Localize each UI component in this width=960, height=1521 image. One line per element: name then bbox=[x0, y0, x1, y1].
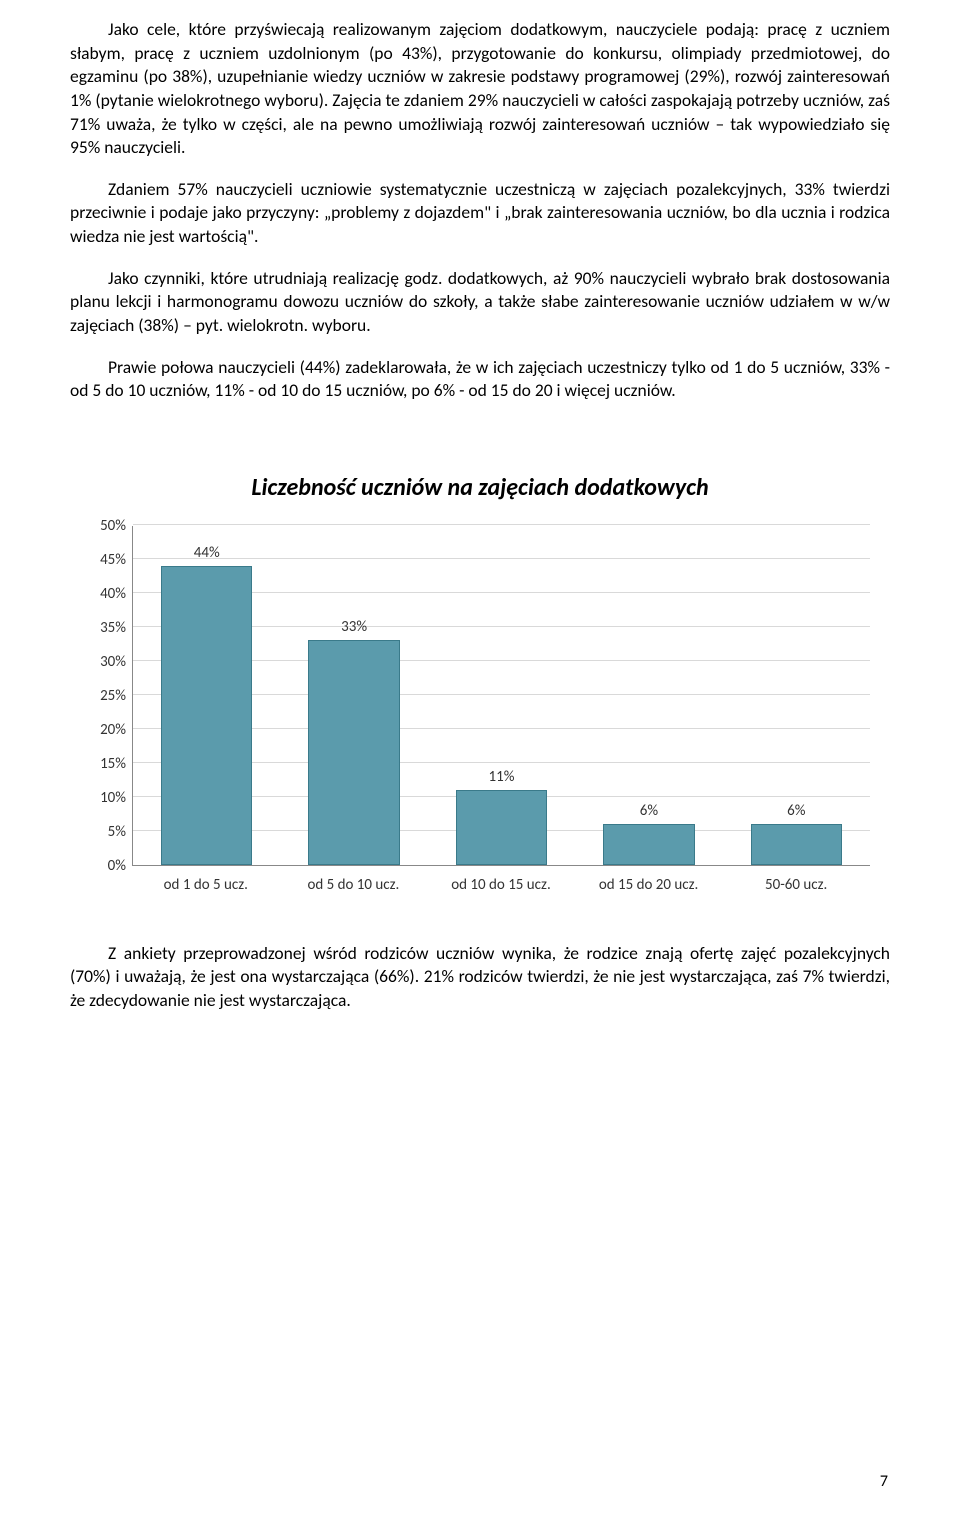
chart-bar-cell: 44% bbox=[133, 526, 280, 865]
chart-x-tick-label: od 1 do 5 ucz. bbox=[132, 870, 280, 906]
chart-bar bbox=[751, 824, 842, 865]
chart-y-tick-label: 20% bbox=[80, 721, 126, 739]
chart-x-tick-label: od 15 do 20 ucz. bbox=[575, 870, 723, 906]
chart-y-tick-label: 35% bbox=[80, 619, 126, 637]
document-page: Jako cele, które przyświecają realizowan… bbox=[0, 0, 960, 1013]
bar-chart: 44%33%11%6%6%0%5%10%15%20%25%30%35%40%45… bbox=[80, 526, 880, 906]
chart-y-tick-label: 25% bbox=[80, 687, 126, 705]
chart-x-tick-label: od 10 do 15 ucz. bbox=[427, 870, 575, 906]
chart-y-tick-label: 45% bbox=[80, 551, 126, 569]
chart-bar-cell: 6% bbox=[723, 526, 870, 865]
paragraph-4: Prawie połowa nauczycieli (44%) zadeklar… bbox=[70, 356, 890, 403]
chart-y-tick-label: 40% bbox=[80, 585, 126, 603]
paragraph-3: Jako czynniki, które utrudniają realizac… bbox=[70, 267, 890, 338]
chart-bar-value: 11% bbox=[428, 768, 575, 786]
chart-bar-value: 33% bbox=[280, 618, 427, 636]
chart-bar-value: 44% bbox=[133, 544, 280, 562]
page-number: 7 bbox=[880, 1472, 888, 1491]
paragraph-1: Jako cele, które przyświecają realizowan… bbox=[70, 18, 890, 160]
chart-bar bbox=[603, 824, 694, 865]
chart-y-tick-label: 50% bbox=[80, 517, 126, 535]
chart-bar-value: 6% bbox=[723, 802, 870, 820]
chart-bar bbox=[456, 790, 547, 865]
chart-y-tick-label: 0% bbox=[80, 857, 126, 875]
chart-y-tick-label: 5% bbox=[80, 823, 126, 841]
chart-bar bbox=[161, 566, 252, 865]
chart-bar bbox=[308, 640, 399, 864]
chart-x-tick-label: 50-60 ucz. bbox=[722, 870, 870, 906]
paragraph-5: Z ankiety przeprowadzonej wśród rodziców… bbox=[70, 942, 890, 1013]
chart-y-tick-label: 10% bbox=[80, 789, 126, 807]
chart-bar-cell: 11% bbox=[428, 526, 575, 865]
chart-bar-cell: 33% bbox=[280, 526, 427, 865]
chart-bar-cell: 6% bbox=[575, 526, 722, 865]
chart-bar-value: 6% bbox=[575, 802, 722, 820]
chart-y-tick-label: 15% bbox=[80, 755, 126, 773]
paragraph-2: Zdaniem 57% nauczycieli uczniowie system… bbox=[70, 178, 890, 249]
chart-y-tick-label: 30% bbox=[80, 653, 126, 671]
chart-x-tick-label: od 5 do 10 ucz. bbox=[280, 870, 428, 906]
chart-title: Liczebność uczniów na zajęciach dodatkow… bbox=[70, 473, 890, 502]
chart-gridline bbox=[133, 524, 870, 525]
